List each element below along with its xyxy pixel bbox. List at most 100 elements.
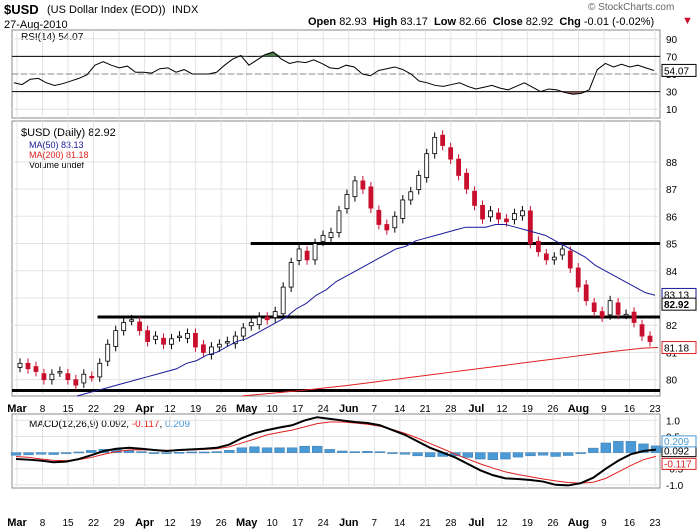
- macd-value-tag-box: [661, 457, 697, 470]
- macd-histogram-bar: [475, 452, 486, 460]
- macd-legend: MACD(12,26,9) 0.092, -0.117, 0.209: [29, 419, 191, 430]
- candle-body: [520, 210, 525, 217]
- macd-histogram-bar: [236, 447, 248, 453]
- candle-body: [488, 210, 493, 218]
- x-tick-label: 14: [394, 518, 406, 529]
- candle-body: [392, 215, 398, 229]
- candle-body: [224, 341, 230, 344]
- candle-body: [440, 134, 446, 146]
- candle-body: [169, 338, 174, 345]
- x-tick-label: Jul: [468, 403, 484, 415]
- candle-body: [208, 346, 214, 356]
- price-y-tick: 86: [666, 212, 678, 223]
- candle-body: [456, 158, 462, 176]
- macd-histogram-bar: [525, 452, 536, 457]
- high-value: 83.17: [400, 16, 428, 28]
- macd-histogram-bar: [61, 452, 72, 454]
- x-tick-label: Jun: [339, 403, 359, 415]
- candle-body: [232, 335, 238, 345]
- macd-histogram-bar: [349, 451, 360, 453]
- candle-body: [216, 343, 222, 348]
- candle-body: [631, 311, 637, 323]
- macd-legend-label: MACD(12,26,9): [29, 419, 99, 430]
- x-tick-label: 29: [114, 518, 126, 529]
- x-tick-label: May: [236, 403, 258, 415]
- macd-histogram-bar: [211, 451, 222, 453]
- candle-body: [599, 311, 605, 318]
- price-y-tick: 85: [666, 240, 678, 251]
- exchange-label: INDX: [172, 4, 199, 16]
- chg-label: Chg: [559, 16, 581, 28]
- candle-body: [49, 373, 55, 381]
- candle-body: [623, 313, 629, 317]
- candle-body: [113, 330, 119, 347]
- x-tick-label: 19: [190, 404, 202, 415]
- candle-body: [512, 213, 517, 220]
- macd-histogram-bar: [387, 452, 398, 454]
- macd-value-tag: -0.117: [664, 459, 692, 470]
- x-tick-label: 19: [190, 518, 202, 529]
- x-tick-label: Mar: [7, 517, 27, 529]
- ma200-line: [241, 347, 659, 397]
- candle-body: [256, 316, 262, 326]
- x-tick-label: Mar: [7, 403, 27, 415]
- x-tick-label: 24: [318, 404, 330, 415]
- x-tick-label: Apr: [135, 403, 155, 415]
- x-tick-label: 22: [88, 404, 100, 415]
- macd-histogram-bar: [136, 451, 147, 453]
- macd-histogram-bar: [575, 452, 586, 454]
- candle-body: [647, 335, 653, 342]
- candle-body: [416, 175, 422, 191]
- candle-body: [480, 205, 485, 220]
- candle-body: [464, 172, 469, 190]
- symbol-title: $USD: [4, 2, 39, 17]
- macd-histogram-bar: [10, 452, 22, 456]
- candle-body: [272, 311, 278, 318]
- x-tick-label: Apr: [135, 517, 155, 529]
- x-tick-label: 23: [649, 404, 661, 415]
- x-tick-label: May: [236, 517, 258, 529]
- macd-histogram-bar: [337, 450, 348, 453]
- x-tick-label: Aug: [568, 403, 589, 415]
- x-tick-label: 17: [292, 518, 304, 529]
- macd-histogram-bar: [249, 446, 260, 453]
- candle-body: [296, 248, 302, 261]
- candle-body: [320, 234, 326, 242]
- candle-body: [607, 300, 613, 316]
- macd-y-tick: -1.0: [666, 481, 684, 492]
- price-y-tick: 88: [666, 158, 678, 169]
- macd-histogram-bar: [638, 443, 649, 453]
- candle-body: [288, 262, 294, 288]
- candle-body: [201, 344, 206, 353]
- macd-line: [15, 416, 657, 487]
- candle-body: [153, 335, 158, 340]
- candle-body: [81, 373, 87, 384]
- candle-body: [543, 253, 549, 261]
- candle-body: [248, 322, 254, 327]
- candle-body: [97, 362, 103, 378]
- macd-y-tick: -0.5: [666, 465, 684, 476]
- candle-body: [65, 373, 71, 381]
- candle-body: [105, 343, 111, 362]
- candle-body: [129, 319, 135, 322]
- date-label: 27-Aug-2010: [4, 19, 68, 31]
- x-tick-label: 7: [371, 404, 377, 415]
- x-tick-label: 16: [624, 518, 636, 529]
- x-tick-label: 21: [420, 404, 432, 415]
- x-tick-label: 24: [318, 518, 330, 529]
- macd-histogram-bar: [299, 445, 310, 453]
- low-label: Low: [434, 16, 457, 28]
- candle-body: [33, 366, 39, 372]
- candle-body: [504, 218, 509, 223]
- candle-body: [280, 286, 286, 315]
- macd-histogram-bar: [399, 452, 411, 455]
- candle-body: [328, 232, 334, 238]
- macd-histogram-bar: [261, 447, 273, 453]
- macd-histogram-bar: [374, 451, 386, 453]
- macd-histogram-bar: [199, 451, 210, 454]
- candle-body: [17, 362, 23, 368]
- x-tick-label: 16: [624, 404, 636, 415]
- candle-body: [384, 224, 390, 231]
- candle-body: [360, 180, 366, 190]
